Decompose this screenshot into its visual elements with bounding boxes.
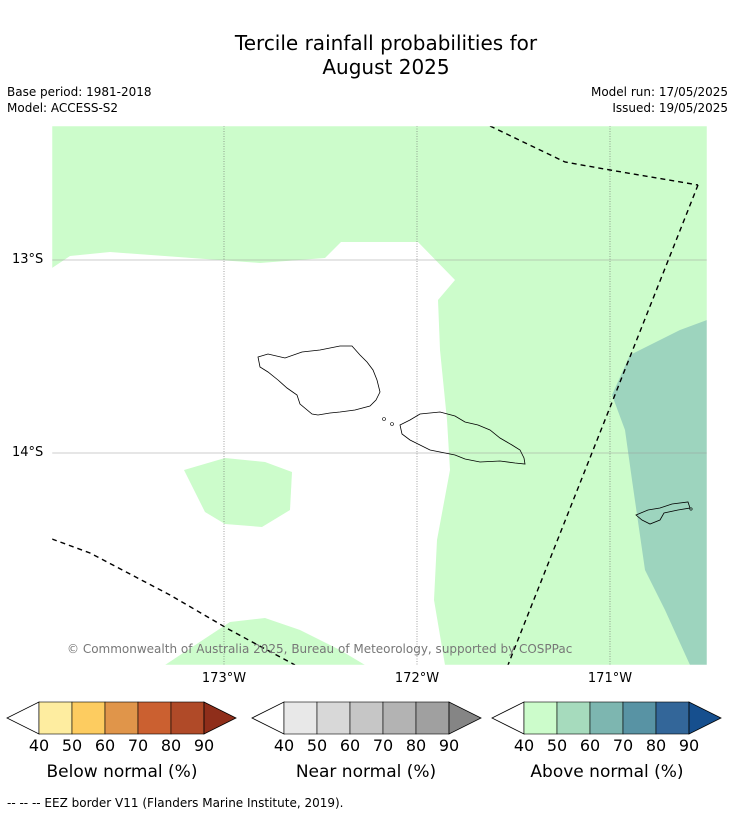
colorbar-label-near: Near normal (%) xyxy=(295,762,437,782)
colorbar-tick-label: 60 xyxy=(579,736,601,755)
colorbar-tick-label: 50 xyxy=(546,736,568,755)
map-title: Tercile rainfall probabilities for Augus… xyxy=(0,31,736,79)
colorbar-tick-label: 40 xyxy=(28,736,50,755)
colorbar-segment xyxy=(170,701,205,735)
colorbar-tick-label: 60 xyxy=(94,736,116,755)
above-normal-region-north xyxy=(52,126,707,665)
colorbar-segment xyxy=(283,701,318,735)
lon-label-173w: 173°W xyxy=(201,671,247,686)
colorbar-extend-high xyxy=(448,701,482,735)
island-upolu xyxy=(399,411,526,465)
colorbar-segment xyxy=(622,701,657,735)
above-normal-region-east xyxy=(612,320,707,665)
colorbar-segment xyxy=(556,701,591,735)
islet-apolima xyxy=(382,417,386,421)
colorbar-label-above: Above normal (%) xyxy=(530,762,684,782)
eez-footnote: -- -- -- EEZ border V11 (Flanders Marine… xyxy=(7,796,344,810)
map-canvas xyxy=(52,126,707,665)
colorbar-tick-label: 80 xyxy=(645,736,667,755)
colorbar-extend-high xyxy=(203,701,237,735)
colorbar-tick-label: 40 xyxy=(273,736,295,755)
colorbar-extend-low xyxy=(251,701,285,735)
colorbar-tick-label: 60 xyxy=(339,736,361,755)
colorbar-tick-label: 50 xyxy=(306,736,328,755)
lat-label-13s: 13°S xyxy=(12,252,44,267)
colorbar-tick-label: 80 xyxy=(405,736,427,755)
colorbar-tick-label: 90 xyxy=(678,736,700,755)
colorbar-segment xyxy=(349,701,384,735)
model-text: Model: ACCESS-S2 xyxy=(7,101,119,115)
colorbar-tick-label: 90 xyxy=(193,736,215,755)
eez-border-north xyxy=(489,126,699,186)
colorbar-extend-low xyxy=(491,701,525,735)
colorbar-segment xyxy=(523,701,558,735)
lon-label-172w: 172°W xyxy=(394,671,440,686)
colorbar-tick-label: 80 xyxy=(160,736,182,755)
colorbar-tick-label: 70 xyxy=(612,736,634,755)
island-savaii xyxy=(257,345,381,416)
colorbar-segment xyxy=(71,701,106,735)
title-line-1: Tercile rainfall probabilities for xyxy=(234,31,538,55)
eez-border-southwest xyxy=(52,538,296,665)
colorbar-tick-label: 90 xyxy=(438,736,460,755)
issued-text: Issued: 19/05/2025 xyxy=(612,101,728,115)
base-period-info: Base period: 1981-2018 Model: ACCESS-S2 xyxy=(7,84,152,116)
model-run-info: Model run: 17/05/2025 Issued: 19/05/2025 xyxy=(591,84,728,116)
model-run-text: Model run: 17/05/2025 xyxy=(590,85,728,99)
above-normal-region-southwest xyxy=(165,618,365,665)
above-normal-region-west xyxy=(184,458,292,527)
lon-label-171w: 171°W xyxy=(587,671,633,686)
colorbar-segment xyxy=(415,701,450,735)
islet-manono xyxy=(390,422,394,426)
colorbar-extend-low xyxy=(6,701,40,735)
base-period-text: Base period: 1981-2018 xyxy=(7,85,152,99)
copyright-notice: © Commonwealth of Australia 2025, Bureau… xyxy=(67,642,573,656)
colorbar-extend-high xyxy=(688,701,722,735)
colorbar-above-normal xyxy=(491,701,722,735)
colorbar-segment xyxy=(655,701,690,735)
colorbar-tick-label: 50 xyxy=(61,736,83,755)
colorbar-near-normal xyxy=(251,701,482,735)
colorbar-segment xyxy=(382,701,417,735)
lat-label-14s: 14°S xyxy=(12,445,44,460)
title-line-2: August 2025 xyxy=(322,55,450,79)
colorbar-segment xyxy=(589,701,624,735)
colorbar-segment xyxy=(38,701,73,735)
colorbar-label-below: Below normal (%) xyxy=(46,762,198,782)
colorbar-segment xyxy=(137,701,172,735)
island-tutuila xyxy=(635,501,691,525)
colorbar-below-normal xyxy=(6,701,237,735)
colorbar-tick-label: 70 xyxy=(372,736,394,755)
colorbar-tick-label: 40 xyxy=(513,736,535,755)
islet-aunuu xyxy=(689,507,693,511)
colorbar-segment xyxy=(104,701,139,735)
colorbar-tick-label: 70 xyxy=(127,736,149,755)
colorbar-segment xyxy=(316,701,351,735)
